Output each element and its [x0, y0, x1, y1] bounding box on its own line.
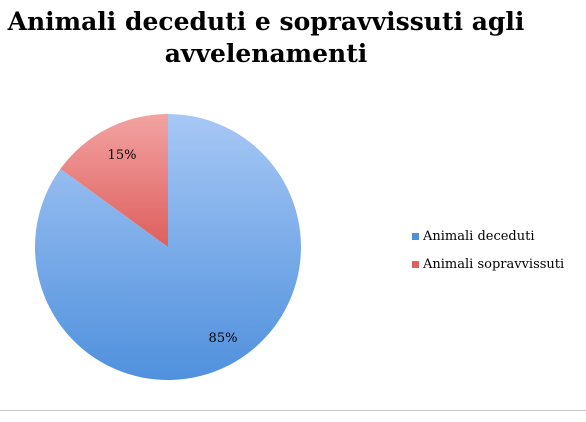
legend-swatch-icon — [412, 232, 419, 240]
chart-title: Animali deceduti e sopravvissuti agli av… — [7, 7, 525, 68]
legend-swatch-icon — [412, 260, 419, 268]
legend-item-animali-deceduti: Animali deceduti — [412, 226, 564, 246]
pie-chart: 85% 15% — [34, 114, 301, 380]
legend-label: Animali sopravvissuti — [423, 256, 565, 272]
data-label-animali-deceduti: 85% — [209, 331, 238, 346]
legend-label: Animali deceduti — [423, 228, 535, 244]
legend-item-animali-sopravvissuti: Animali sopravvissuti — [412, 254, 564, 274]
bottom-divider — [0, 410, 586, 411]
chart-area: Animali deceduti e sopravvissuti agli av… — [7, 7, 565, 380]
data-label-animali-sopravvissuti: 15% — [108, 148, 137, 163]
pie-slice-animali-sopravvissuti — [60, 114, 168, 247]
pie-slice-animali-deceduti — [34, 114, 301, 380]
chart-legend: Animali deceduti Animali sopravvissuti — [412, 226, 564, 282]
